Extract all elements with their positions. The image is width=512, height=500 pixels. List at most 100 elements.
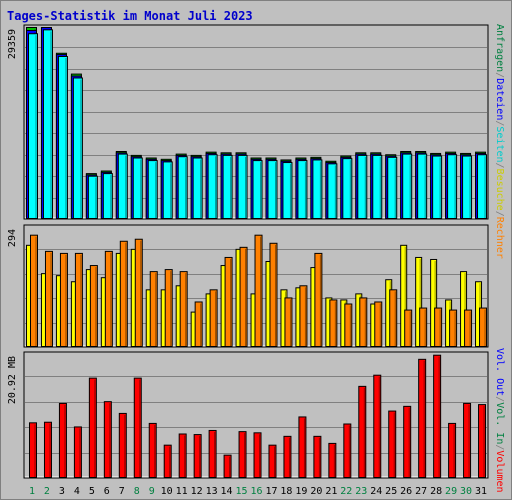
right-legend-upper-item-5: / — [494, 163, 505, 169]
x-tick-label-day-31: 31 — [475, 486, 487, 497]
bar-seiten-16 — [252, 160, 263, 220]
bar-seiten-20 — [312, 159, 323, 219]
bar-rechner-1 — [30, 234, 38, 347]
x-tick-label-day-5: 5 — [89, 486, 95, 497]
bar-seiten-5 — [87, 175, 98, 219]
bar-seiten-17 — [267, 160, 278, 220]
bar-rechner-8 — [134, 238, 143, 347]
x-tick-label-day-14: 14 — [221, 486, 233, 497]
x-tick-label-day-21: 21 — [325, 486, 337, 497]
bar-seiten-22 — [342, 158, 353, 220]
bar-rechner-16 — [254, 234, 263, 347]
x-tick-label-day-20: 20 — [310, 486, 322, 497]
bar-seiten-19 — [297, 160, 308, 220]
x-tick-label-day-4: 4 — [74, 486, 80, 497]
bar-seiten-24 — [372, 154, 383, 219]
x-tick-label-day-24: 24 — [370, 486, 382, 497]
bar-seiten-21 — [327, 163, 338, 219]
bar-volumen-15 — [238, 431, 247, 479]
bar-volumen-25 — [388, 410, 397, 478]
bar-rechner-23 — [359, 297, 368, 347]
bar-rechner-18 — [284, 297, 293, 347]
x-tick-label-day-10: 10 — [161, 486, 173, 497]
bar-seiten-26 — [402, 153, 413, 219]
bar-rechner-6 — [104, 250, 113, 347]
x-tick-label-day-28: 28 — [430, 486, 442, 497]
x-tick-label-day-26: 26 — [400, 486, 412, 497]
bar-volumen-16 — [253, 432, 262, 479]
bar-rechner-31 — [479, 307, 488, 347]
bar-volumen-8 — [133, 377, 142, 478]
bar-seiten-15 — [237, 154, 248, 219]
bar-volumen-12 — [193, 434, 202, 478]
bar-rechner-5 — [89, 265, 98, 347]
bar-volumen-26 — [403, 405, 412, 478]
bar-rechner-2 — [44, 250, 53, 347]
bar-volumen-21 — [328, 442, 337, 478]
bar-seiten-30 — [462, 155, 473, 220]
panel-volume-max-label: 20.92 MB — [7, 356, 18, 404]
bar-volumen-17 — [268, 444, 277, 479]
x-tick-label-day-23: 23 — [355, 486, 367, 497]
bar-volumen-27 — [418, 358, 427, 479]
right-legend-lower-item-1: / — [494, 396, 505, 402]
bar-seiten-1 — [28, 33, 38, 219]
bar-seiten-6 — [102, 173, 113, 219]
bar-rechner-20 — [314, 252, 323, 347]
bar-volumen-7 — [118, 412, 127, 478]
bar-rechner-29 — [449, 309, 458, 348]
bar-volumen-5 — [88, 377, 97, 478]
bar-besuche-26 — [400, 244, 408, 347]
bar-volumen-30 — [463, 402, 472, 478]
right-legend-upper: Anfragen/Dateien/Seiten/Besuche/Rechner — [494, 24, 505, 259]
bar-seiten-18 — [282, 162, 293, 219]
panel-visits-max-label: 294 — [7, 229, 18, 247]
right-legend-lower-item-4: Volumen — [494, 450, 505, 492]
bar-seiten-23 — [357, 154, 368, 219]
bar-besuche-27 — [415, 256, 423, 348]
bar-rechner-4 — [74, 252, 83, 347]
bar-rechner-26 — [404, 309, 413, 348]
bar-rechner-25 — [389, 289, 398, 348]
bar-volumen-1 — [29, 422, 37, 479]
bar-besuche-28 — [430, 258, 438, 348]
bar-rechner-12 — [194, 301, 203, 348]
bar-seiten-12 — [192, 157, 203, 219]
bar-seiten-11 — [177, 156, 188, 219]
chart-title: Tages-Statistik im Monat Juli 2023 — [7, 9, 253, 23]
bar-volumen-3 — [58, 402, 67, 478]
right-legend-upper-item-0: Anfragen — [494, 24, 505, 72]
bar-rechner-14 — [224, 256, 233, 348]
bar-rechner-27 — [419, 307, 428, 347]
bar-rechner-21 — [329, 299, 338, 348]
right-legend-upper-item-7: / — [494, 211, 505, 217]
x-tick-label-day-27: 27 — [415, 486, 427, 497]
x-tick-label-day-22: 22 — [340, 486, 352, 497]
bar-volumen-23 — [358, 385, 367, 479]
bar-rechner-30 — [464, 309, 473, 348]
x-tick-label-day-1: 1 — [29, 486, 35, 497]
bar-seiten-27 — [417, 153, 428, 219]
bar-volumen-20 — [313, 435, 322, 478]
x-tick-label-day-18: 18 — [280, 486, 292, 497]
right-legend-upper-item-6: Besuche — [494, 169, 505, 211]
right-legend-lower-item-0: Vol. Out — [494, 348, 505, 396]
bar-rechner-24 — [374, 301, 383, 348]
bar-seiten-10 — [162, 161, 173, 220]
right-legend-lower-item-3: / — [494, 444, 505, 450]
bar-rechner-19 — [299, 285, 308, 347]
bar-volumen-6 — [103, 401, 112, 479]
bar-rechner-28 — [434, 307, 443, 347]
bar-seiten-2 — [42, 29, 53, 219]
bar-besuche-30 — [460, 271, 468, 347]
x-tick-label-day-30: 30 — [460, 486, 472, 497]
x-tick-label-day-12: 12 — [191, 486, 203, 497]
bar-volumen-10 — [163, 444, 172, 479]
bar-volumen-4 — [73, 426, 82, 478]
right-legend-upper-item-1: / — [494, 72, 505, 78]
right-legend-lower-item-2: Vol. In — [494, 402, 505, 444]
right-legend-lower: Vol. Out/Vol. In/Volumen — [494, 348, 505, 493]
bar-volumen-24 — [373, 374, 382, 478]
bar-rechner-3 — [59, 252, 68, 347]
